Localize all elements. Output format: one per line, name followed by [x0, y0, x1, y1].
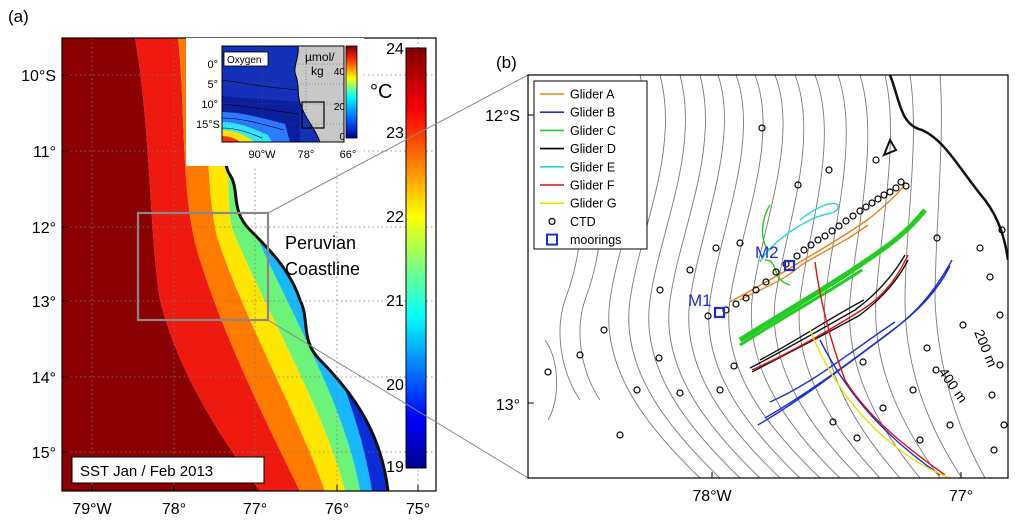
inset-cbar-tick: 20: [334, 102, 346, 113]
panel-a: (a): [8, 7, 437, 518]
sst-cbar-tick: 23: [386, 125, 404, 142]
inset-colorbar: [345, 45, 358, 139]
legend-label: Glider D: [570, 142, 616, 156]
legend-box: [533, 80, 648, 250]
inset-lon-tick: 90°W: [248, 149, 276, 161]
panel-a-lat-tick: 13°: [32, 294, 56, 311]
sst-cbar-tick: 22: [386, 209, 404, 226]
inset-lat-tick: 0°: [207, 59, 218, 71]
zoom-connectors: [267, 74, 529, 479]
study-region-box: [136, 211, 270, 322]
glider-e-track: [759, 202, 839, 263]
mooring-m1: [713, 306, 726, 319]
mooring-label: M1: [688, 291, 712, 310]
panel-b: (b): [485, 53, 1009, 505]
legend-label: Glider C: [570, 124, 616, 138]
panel-b-lat-tick: 12°S: [485, 108, 520, 125]
sst-cbar-tick: 21: [386, 293, 404, 310]
legend: Glider A Glider B Glider C Glider D Glider E…: [533, 80, 648, 250]
panel-b-lon-tick: 78°W: [692, 488, 732, 505]
glider-c-track: [738, 208, 927, 343]
inset-lon-tick: 66°: [340, 149, 357, 161]
glider-g-track: [809, 329, 951, 478]
sst-annotation-box: [71, 456, 265, 484]
inset-lat-tick: 15°S: [196, 119, 220, 131]
sst-colorbar: [405, 47, 427, 469]
panel-a-lat-tick: 12°: [32, 220, 56, 237]
panel-b-lat-tick: 13°: [496, 397, 520, 414]
panel-a-lon-tick: 79°W: [72, 501, 112, 518]
sst-unit: °C: [370, 81, 392, 103]
inset-unit-line2: kg: [311, 64, 324, 78]
sst-cbar-tick: 19: [386, 459, 404, 476]
glider-b-track: [757, 259, 953, 426]
panel-a-lat-tick: 14°: [32, 370, 56, 387]
legend-label: CTD: [570, 215, 596, 229]
legend-label: Glider F: [570, 179, 615, 193]
inset-lat-tick: 5°: [207, 79, 218, 91]
panel-a-lat-tick: 11°: [33, 144, 56, 161]
glider-f-track: [751, 254, 946, 476]
region-label-line2: Coastline: [285, 259, 360, 279]
inset-unit-line1: µmol/: [305, 50, 335, 64]
inset-lon-tick: 78°: [298, 149, 315, 161]
inset-title: Oxygen: [227, 55, 261, 66]
sst-cbar-tick: 24: [386, 41, 404, 58]
legend-label: Glider G: [570, 197, 617, 211]
panel-a-lon-tick: 77°: [243, 501, 267, 518]
legend-marker: [548, 217, 556, 225]
inset-lat-tick: 10°: [201, 99, 218, 111]
ctd-stations: [544, 124, 1008, 454]
mooring-m2: [783, 259, 796, 272]
panel-a-label: (a): [8, 7, 29, 26]
legend-label: Glider E: [570, 160, 615, 174]
legend-label: Glider A: [570, 88, 615, 102]
panel-a-lon-tick: 78°: [162, 501, 186, 518]
panel-b-label: (b): [496, 53, 517, 72]
sst-annotation: SST Jan / Feb 2013: [80, 463, 213, 480]
sst-cbar-tick: 20: [386, 377, 404, 394]
region-label-line1: Peruvian: [285, 233, 356, 253]
legend-label: moorings: [570, 233, 621, 247]
panel-a-lon-tick: 76°: [325, 501, 349, 518]
mooring-label: M2: [755, 243, 779, 262]
oxygen-inset: Oxygen µmol/ kg 40 20 0 0° 5° 10° 15°S 9…: [186, 38, 364, 166]
panel-a-lon-tick: 75°: [406, 501, 430, 518]
legend-label: Glider B: [570, 106, 615, 120]
inset-cbar-tick: 40: [334, 67, 346, 78]
panel-a-lat-tick: 10°S: [21, 68, 56, 85]
glider-tracks: [729, 184, 953, 478]
panel-b-lon-tick: 77°: [949, 488, 973, 505]
panel-a-lat-tick: 15°: [32, 445, 56, 462]
inset-cbar-tick: 0: [339, 132, 345, 143]
legend-marker: [546, 233, 558, 246]
